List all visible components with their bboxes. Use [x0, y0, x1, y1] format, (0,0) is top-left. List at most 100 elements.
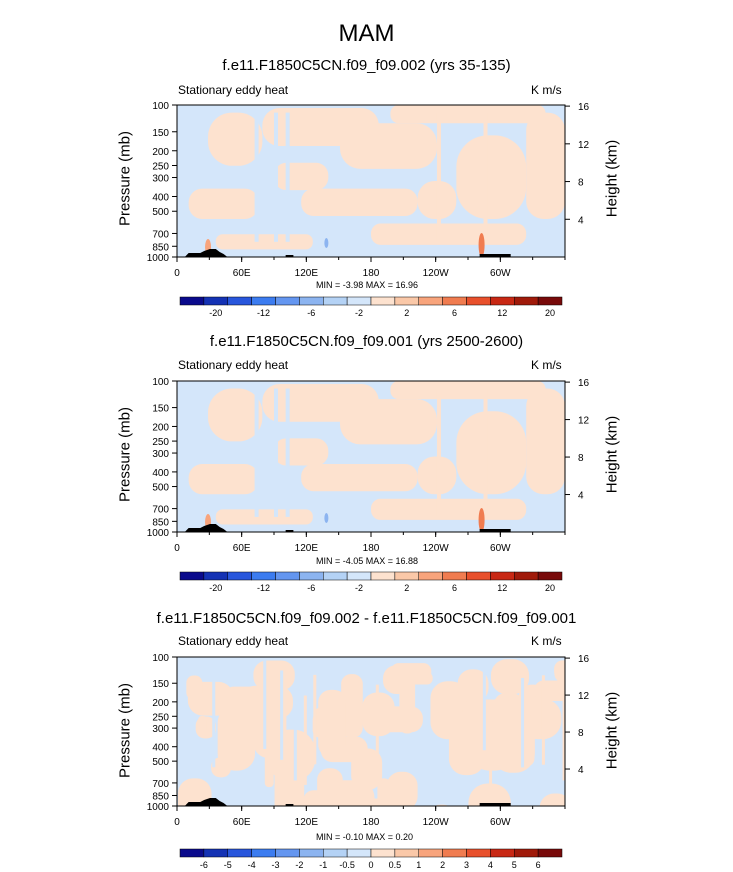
streak: [489, 699, 493, 790]
colorbar-bin: [514, 848, 539, 858]
streak: [436, 112, 441, 242]
colorbar-label: -6: [200, 860, 208, 870]
positive-region: [186, 675, 203, 700]
streak: [274, 112, 278, 242]
positive-region: [373, 706, 423, 733]
panel-title: f.e11.F1850C5CN.f09_f09.001 (yrs 2500-26…: [209, 333, 524, 350]
x-tick-label: 60E: [233, 817, 251, 828]
terrain-shape: [479, 254, 511, 257]
colorbar-label: 2: [440, 860, 445, 870]
colorbar-bin: [275, 848, 300, 858]
colorbar-label: -2: [355, 308, 363, 318]
x-tick-label: 120E: [295, 817, 319, 828]
min-max-stats: MIN = -4.05 MAX = 16.88: [316, 556, 419, 566]
y-tick-label: 300: [152, 449, 169, 460]
x-tick-label: 0: [174, 543, 180, 554]
streak: [280, 670, 284, 760]
positive-region: [318, 689, 346, 758]
units-label: K m/s: [531, 634, 562, 648]
contour-fills: [188, 381, 565, 532]
colorbar-label: 12: [497, 308, 507, 318]
colorbar-label: 4: [488, 860, 493, 870]
colorbar-bin: [323, 848, 348, 858]
x-tick-label: 120W: [423, 543, 450, 554]
y-tick-label: 700: [152, 779, 169, 790]
colorbar-bin: [537, 296, 563, 306]
positive-region: [542, 803, 552, 806]
colorbar-label: -6: [307, 583, 315, 593]
streak: [263, 659, 267, 749]
x-tick-label: 60W: [490, 817, 511, 828]
streak: [212, 677, 216, 768]
colorbar-bin: [442, 848, 467, 858]
variable-label: Stationary eddy heat: [178, 358, 289, 372]
positive-region: [377, 778, 390, 806]
positive-region: [351, 748, 383, 790]
streak: [436, 388, 441, 517]
colorbar-label: -4: [248, 860, 256, 870]
y-tick-label: 400: [152, 468, 169, 479]
colorbar-label: 20: [545, 583, 555, 593]
panel-title: f.e11.F1850C5CN.f09_f09.002 (yrs 35-135): [222, 57, 511, 74]
terrain-shape: [285, 255, 294, 257]
positive-region: [240, 685, 294, 719]
x-tick-label: 120E: [295, 543, 319, 554]
positive-region: [202, 805, 210, 806]
positive-region: [267, 729, 316, 781]
y-tick-label: 1000: [147, 253, 170, 264]
positive-region: [526, 112, 565, 219]
units-label: K m/s: [531, 358, 562, 372]
terrain-shape: [479, 529, 511, 532]
x-tick-label: 120E: [295, 268, 319, 279]
positive-region: [208, 388, 263, 442]
positive-region: [539, 793, 565, 806]
y-tick-label: 500: [152, 483, 169, 494]
panel-2: f.e11.F1850C5CN.f09_f09.001 (yrs 2500-26…: [0, 0, 733, 593]
y2-tick-label: 12: [578, 416, 590, 427]
y2-tick-label: 8: [578, 178, 584, 189]
x-tick-label: 180: [363, 543, 380, 554]
warm-spot: [478, 233, 485, 257]
x-tick-label: 0: [174, 817, 180, 828]
y-tick-label: 500: [152, 207, 169, 218]
colorbar-label: -6: [307, 308, 315, 318]
positive-region: [386, 771, 418, 806]
positive-region: [559, 799, 565, 806]
y-tick-label: 100: [152, 101, 169, 112]
y-tick-label: 300: [152, 724, 169, 735]
colorbar-label: 12: [497, 583, 507, 593]
streak: [562, 691, 565, 781]
x-tick-label: 60W: [490, 543, 511, 554]
positive-region: [312, 712, 330, 738]
y2-tick-label: 16: [578, 102, 590, 113]
x-tick-label: 180: [363, 817, 380, 828]
streak: [482, 660, 486, 751]
y2-tick-label: 4: [578, 765, 584, 776]
colorbar-label: -12: [257, 308, 270, 318]
streak: [483, 112, 488, 242]
positive-region: [217, 705, 256, 771]
terrain: [184, 249, 511, 257]
positive-region: [188, 188, 259, 219]
positive-region: [301, 464, 418, 492]
colorbar-label: 5: [512, 860, 517, 870]
y-tick-label: 1000: [147, 528, 170, 539]
y-tick-label: 100: [152, 377, 169, 388]
x-tick-label: 0: [174, 268, 180, 279]
colorbar-bin: [466, 848, 491, 858]
y2-tick-label: 8: [578, 728, 584, 739]
positive-region: [491, 708, 535, 773]
colorbar-bin: [537, 571, 563, 581]
terrain-shape: [285, 804, 294, 806]
positive-region: [457, 669, 489, 703]
colorbar-bin: [537, 848, 563, 858]
panel-title: f.e11.F1850C5CN.f09_f09.002 - f.e11.F185…: [156, 610, 577, 627]
positive-region: [208, 112, 263, 166]
y2-tick-label: 16: [578, 654, 590, 665]
streak: [313, 674, 317, 765]
y-tick-label: 250: [152, 161, 169, 172]
y-tick-label: 850: [152, 791, 169, 802]
terrain: [184, 798, 511, 806]
colorbar-label: -3: [271, 860, 279, 870]
